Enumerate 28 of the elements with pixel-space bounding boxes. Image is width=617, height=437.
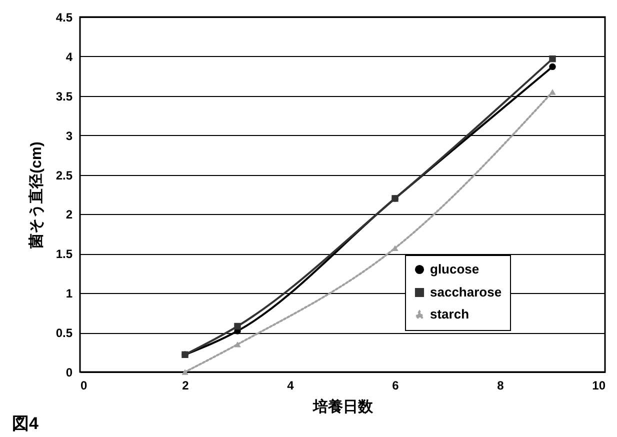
y-tick-label: 0: [66, 366, 73, 380]
y-tick-label: 3: [66, 128, 73, 143]
y-tick-label: 4.5: [56, 10, 73, 24]
figure-caption: 図4: [12, 413, 38, 435]
y-tick-label: 2: [66, 208, 73, 222]
y-tick-label: 1.5: [56, 247, 73, 262]
x-tick-label: 4: [287, 378, 294, 392]
point: [549, 89, 556, 95]
point: [549, 63, 556, 70]
point: [549, 55, 556, 62]
x-axis-title: 培養日数: [312, 398, 374, 416]
y-tick-label: 1: [66, 286, 73, 301]
point: [182, 369, 188, 375]
legend-label: saccharose: [430, 284, 502, 300]
y-tick-label: 3.5: [56, 89, 73, 104]
x-tick-label: 2: [182, 378, 190, 392]
point: [234, 341, 241, 348]
y-tick-label: 2.5: [56, 168, 73, 182]
legend-label: glucose: [430, 262, 480, 276]
x-tick-label: 0: [80, 378, 88, 392]
legend-label: starch: [430, 306, 470, 322]
x-tick-label: 8: [497, 378, 504, 392]
x-tick-label: 6: [392, 378, 400, 392]
point: [234, 322, 241, 330]
y-tick-label: 4: [66, 50, 73, 64]
x-tick-label: 10: [592, 378, 606, 392]
y-tick-label: 0.5: [56, 326, 73, 340]
y-axis-title: 菌そう直径(cm): [28, 142, 45, 250]
